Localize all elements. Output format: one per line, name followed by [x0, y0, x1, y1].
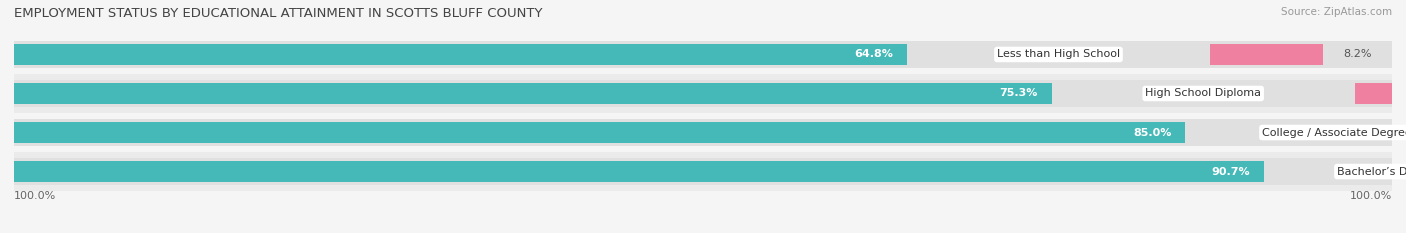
- Bar: [14, 80, 1392, 107]
- Bar: [14, 122, 1185, 143]
- Bar: [14, 41, 1392, 68]
- Text: 75.3%: 75.3%: [1000, 89, 1038, 99]
- Text: 90.7%: 90.7%: [1212, 167, 1250, 177]
- Text: 8.2%: 8.2%: [1344, 49, 1372, 59]
- Bar: [14, 161, 1264, 182]
- Text: 64.8%: 64.8%: [855, 49, 893, 59]
- Text: EMPLOYMENT STATUS BY EDUCATIONAL ATTAINMENT IN SCOTTS BLUFF COUNTY: EMPLOYMENT STATUS BY EDUCATIONAL ATTAINM…: [14, 7, 543, 20]
- Bar: [14, 158, 1392, 185]
- Text: Less than High School: Less than High School: [997, 49, 1121, 59]
- Bar: [14, 119, 1392, 146]
- Bar: [14, 44, 907, 65]
- Bar: [14, 113, 1392, 152]
- Bar: [14, 74, 1392, 113]
- Text: High School Diploma: High School Diploma: [1144, 89, 1261, 99]
- Text: Source: ZipAtlas.com: Source: ZipAtlas.com: [1281, 7, 1392, 17]
- Bar: [14, 35, 1392, 74]
- Text: 100.0%: 100.0%: [1350, 191, 1392, 201]
- Text: 100.0%: 100.0%: [14, 191, 56, 201]
- Bar: [14, 83, 1052, 104]
- Text: College / Associate Degree: College / Associate Degree: [1263, 127, 1406, 137]
- Bar: [1211, 44, 1323, 65]
- Text: 85.0%: 85.0%: [1133, 127, 1171, 137]
- Text: Bachelor’s Degree or higher: Bachelor’s Degree or higher: [1337, 167, 1406, 177]
- Bar: [14, 152, 1392, 191]
- Bar: [1355, 83, 1393, 104]
